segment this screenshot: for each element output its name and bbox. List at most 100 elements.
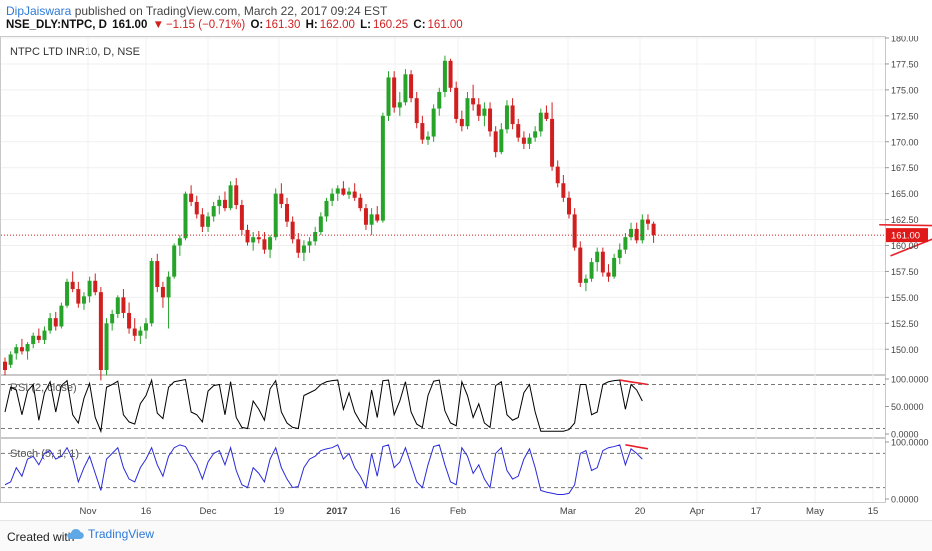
change-value: −1.15 (−0.71%) (165, 19, 246, 31)
price-tick-label: 175.00 (891, 85, 919, 95)
candle-body (330, 193, 335, 201)
candle-body (561, 183, 566, 198)
candle-body (437, 91, 442, 109)
candle-body (414, 98, 419, 124)
tradingview-logo[interactable]: TradingView (66, 527, 154, 541)
candle-body (14, 347, 19, 354)
price-tick-label: 150.00 (891, 345, 919, 355)
tradingview-brand: TradingView (88, 527, 155, 541)
rsi-line (4, 378, 643, 434)
candle-body (589, 262, 594, 279)
time-tick-label: 20 (635, 506, 646, 517)
candle-body (600, 251, 605, 273)
time-tick-label: Dec (200, 506, 217, 517)
candle-body (318, 216, 323, 233)
symbol-label: NSE_DLY:NTPC, D (6, 19, 107, 31)
candle-body (245, 229, 250, 243)
footer-bar: Created with TradingView (0, 520, 932, 551)
candle-body (358, 197, 363, 209)
candle-body (279, 193, 284, 204)
candle-body (296, 239, 301, 253)
price-tick-label: 177.50 (891, 59, 919, 69)
candle-body (341, 188, 346, 195)
candle-body (59, 305, 64, 327)
close-label: C: (413, 19, 426, 31)
candle-body (3, 361, 7, 370)
candle-body (81, 296, 86, 304)
rsi-tick-label: 50.0000 (891, 402, 924, 412)
stoch-tick-label: 0.0000 (891, 495, 919, 505)
price-tick-label: 165.00 (891, 189, 919, 199)
candle-body (104, 323, 109, 370)
low-label: L: (360, 19, 371, 31)
candle-body (239, 205, 244, 230)
wedge-upper-line[interactable] (890, 206, 932, 257)
candle-body (516, 124, 521, 138)
time-tick-label: 16 (390, 506, 401, 517)
chart-svg[interactable]: NTPC LTD INR10, D, NSE RSI (2, close) St… (0, 34, 932, 518)
last-price-label: 161.00 (891, 231, 920, 242)
candle-body (53, 318, 58, 327)
rsi-tick-label: 0.0000 (891, 430, 919, 440)
time-tick-label: Feb (450, 506, 466, 517)
time-tick-label: Mar (560, 506, 576, 517)
stoch-pane[interactable] (0, 438, 886, 503)
candle-body (290, 221, 295, 240)
time-tick-label: 15 (868, 506, 879, 517)
low-value: 160.25 (373, 19, 409, 31)
candle-body (347, 191, 352, 195)
time-tick-label: Apr (690, 506, 705, 517)
price-pane[interactable] (0, 36, 886, 375)
author-link[interactable]: DipJaiswara (6, 4, 72, 18)
candle-body (629, 228, 634, 238)
candle-body (189, 193, 194, 202)
price-tick-label: 157.50 (891, 267, 919, 277)
price-pane-title: NTPC LTD INR10, D, NSE (10, 46, 140, 58)
candle-body (70, 281, 75, 290)
candle-body (76, 289, 81, 304)
candle-body (183, 193, 188, 239)
down-arrow-icon: ▼ (152, 19, 164, 31)
candle-body (93, 280, 98, 293)
candle-body (544, 112, 549, 119)
rsi-divergence-line[interactable] (619, 379, 649, 386)
candle-body (550, 118, 555, 167)
candle-body (493, 131, 498, 153)
candle-body (211, 206, 216, 217)
price-tick-label: 167.50 (891, 163, 919, 173)
tradingview-cloud-icon (67, 528, 84, 540)
candle-body (48, 318, 53, 331)
candle-body (194, 201, 199, 215)
candle-body (476, 104, 481, 116)
candle-body (442, 60, 447, 92)
candle-body (386, 77, 391, 116)
price-tick-label: 162.50 (891, 215, 919, 225)
candle-body (121, 297, 126, 313)
last-price-badge (886, 228, 928, 243)
candle-body (420, 123, 425, 140)
candle-body (36, 335, 41, 340)
candle-body (572, 214, 577, 248)
wedge-lower-line[interactable] (879, 223, 932, 227)
candle-body (313, 232, 318, 242)
candle-body (110, 313, 115, 324)
candle-body (533, 131, 538, 138)
candle-body (363, 208, 368, 225)
candle-body (160, 287, 165, 298)
candle-body (459, 118, 464, 127)
candle-body (222, 199, 227, 209)
published-text: published on TradingView.com, March 22, … (74, 4, 388, 18)
candle-body (127, 312, 132, 329)
candle-body (273, 193, 278, 238)
chart-area[interactable]: NTPC LTD INR10, D, NSE RSI (2, close) St… (0, 34, 932, 518)
candle-body (606, 272, 611, 277)
time-tick-label: Nov (80, 506, 97, 517)
candle-body (369, 214, 374, 225)
candle-body (228, 185, 233, 209)
candle-body (200, 214, 205, 227)
candle-body (177, 238, 182, 246)
candle-body (155, 261, 160, 287)
stoch-line (4, 444, 643, 495)
stoch-divergence-line[interactable] (625, 444, 649, 450)
time-tick-label: 19 (274, 506, 285, 517)
